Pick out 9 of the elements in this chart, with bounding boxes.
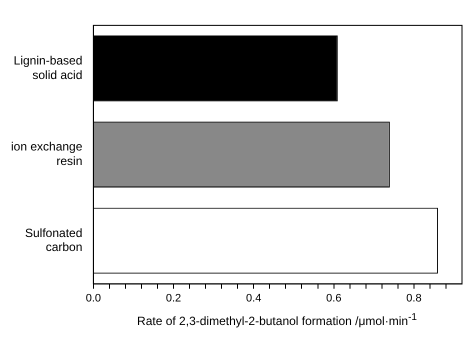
y-tick-label: Sulfonated carbon [25, 226, 82, 254]
x-tick-label: 0.8 [406, 292, 422, 304]
x-tick-label: 0.6 [326, 292, 342, 304]
x-axis-title: Rate of 2,3-dimethyl-2-butanol formation /μmol·min$^{-1}$ [136, 312, 418, 328]
x-tick-label: 0.4 [246, 292, 262, 304]
y-tick-label: ion exchange resin [11, 140, 83, 168]
y-tick-label: Lignin-based solid acid [14, 54, 82, 82]
x-tick-label: 0.0 [86, 292, 102, 304]
x-tick-label: 0.2 [166, 292, 182, 304]
